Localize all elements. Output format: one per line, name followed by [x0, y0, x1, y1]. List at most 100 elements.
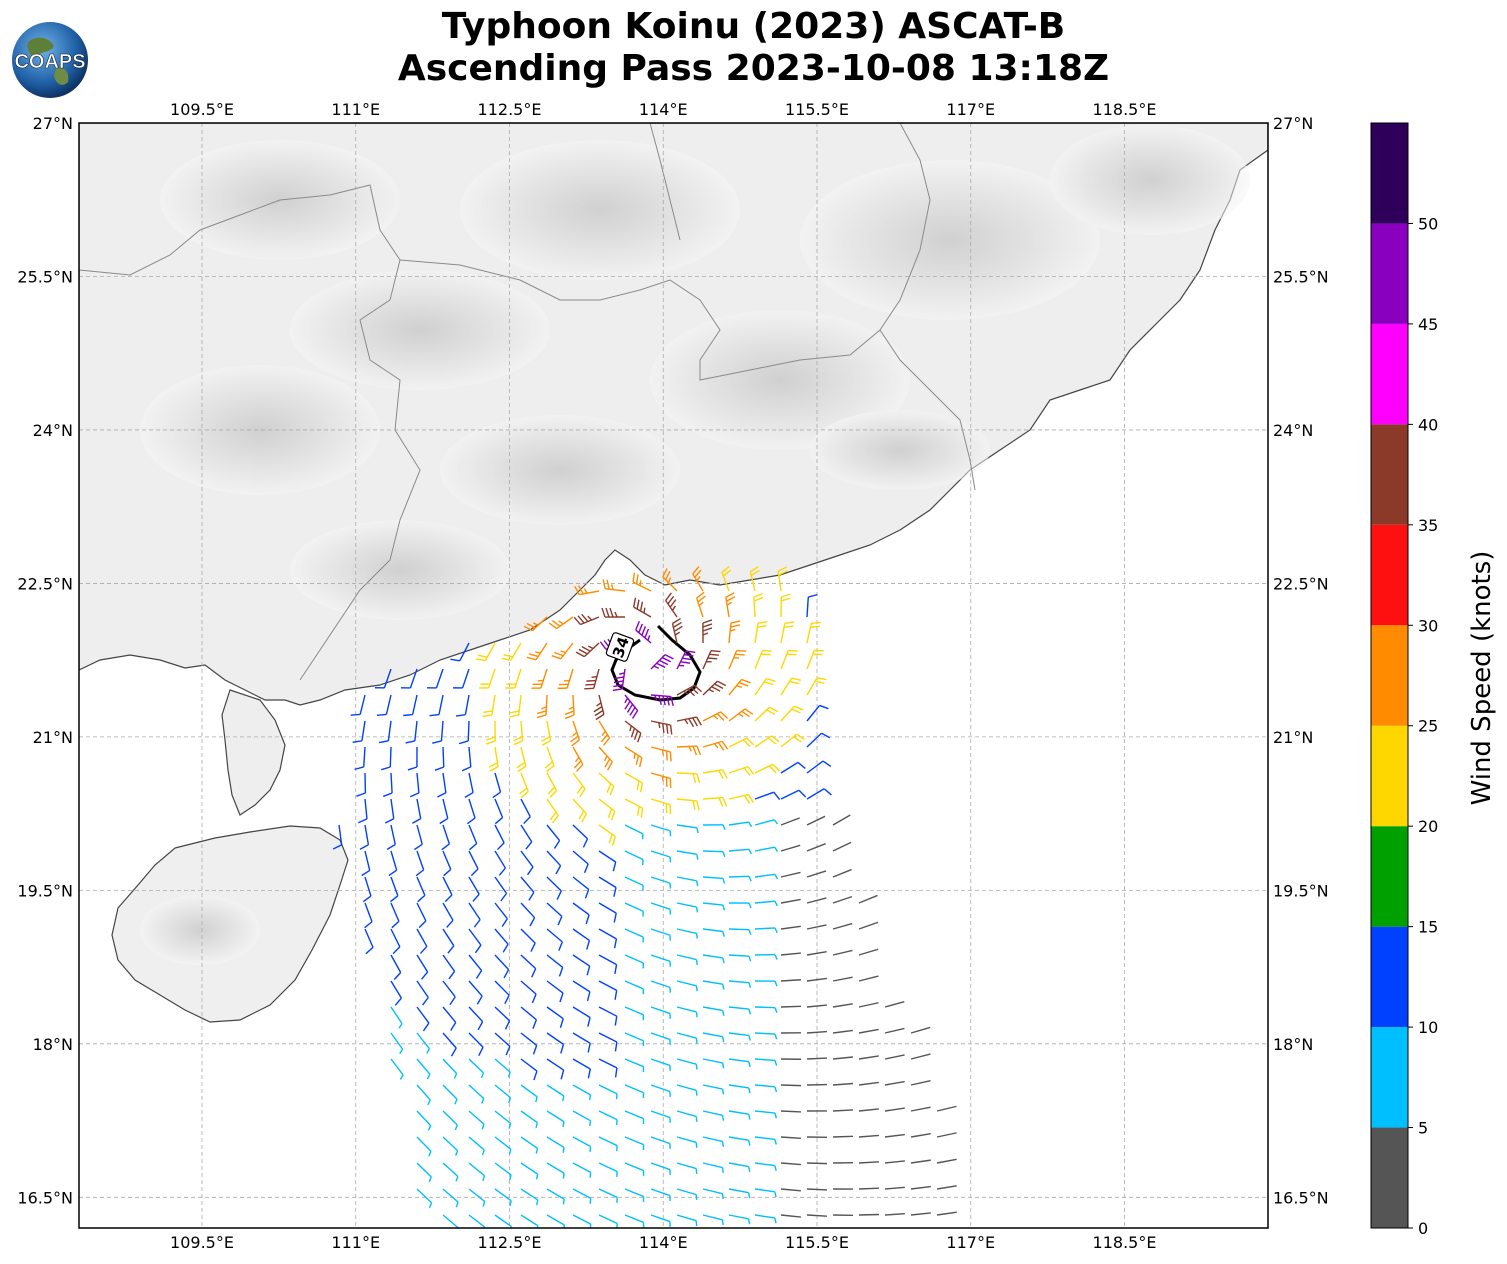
wind-barb — [806, 815, 826, 826]
wind-barb — [519, 772, 529, 799]
wind-barb — [806, 649, 824, 670]
wind-barb — [572, 1084, 592, 1101]
wind-barb — [676, 1136, 698, 1148]
wind-barb — [624, 1058, 645, 1073]
wind-barb — [780, 979, 802, 982]
wind-barb — [806, 977, 827, 982]
wind-barb — [390, 1032, 404, 1055]
wind-barb — [754, 900, 778, 907]
wind-barb — [416, 980, 429, 1006]
wind-barb — [676, 772, 701, 784]
wind-barb — [400, 668, 418, 689]
wind-barb — [728, 875, 752, 882]
wind-barb — [520, 1214, 539, 1228]
wind-barb — [442, 1162, 459, 1182]
wind-barb — [728, 1110, 751, 1120]
wind-barb — [572, 1136, 592, 1152]
wind-barb — [624, 1084, 645, 1099]
wind-barb — [780, 705, 804, 722]
province-borders — [79, 123, 976, 681]
wind-barb — [546, 902, 563, 926]
wind-barb — [520, 1162, 539, 1180]
wind-barb — [356, 772, 367, 797]
wind-barb — [557, 668, 574, 690]
wind-barb — [388, 850, 398, 877]
wind-barb — [806, 760, 832, 774]
wind-barb — [650, 1084, 671, 1097]
wind-barb — [361, 850, 371, 877]
wind-barb — [780, 898, 801, 904]
lon-tick-label-top: 118.5°E — [1093, 100, 1157, 119]
wind-barb — [416, 928, 428, 954]
wind-barb — [702, 649, 721, 670]
wind-barb — [721, 565, 732, 592]
wind-barb — [806, 1162, 828, 1165]
wind-barb — [754, 677, 776, 696]
wind-barb — [624, 1214, 645, 1228]
wind-barb — [754, 1110, 778, 1119]
wind-barb — [754, 953, 778, 960]
wind-barb — [650, 798, 672, 815]
wind-barb — [442, 928, 455, 954]
wind-barb — [650, 1214, 671, 1227]
wind-barb — [386, 824, 396, 850]
wind-barb — [728, 1084, 751, 1094]
lat-tick-label-right: 18°N — [1273, 1035, 1313, 1054]
wind-barb — [468, 824, 478, 851]
wind-barb — [676, 684, 702, 697]
logo-text: COAPS — [14, 51, 85, 73]
wind-barb — [806, 788, 832, 800]
wind-barb — [754, 1084, 778, 1093]
wind-barb — [806, 732, 831, 748]
wind-barb — [494, 1084, 512, 1104]
wind-barb — [728, 1188, 751, 1199]
wind-barb — [468, 1032, 484, 1057]
wind-barb — [442, 954, 456, 980]
wind-barb — [650, 772, 672, 788]
wind-barb — [702, 680, 727, 696]
wind-barb — [464, 772, 474, 798]
wind-barb — [572, 1188, 592, 1204]
wind-barb — [546, 1110, 565, 1128]
wind-barb — [806, 924, 827, 930]
wind-barb — [442, 980, 456, 1006]
wind-barb — [378, 720, 392, 744]
lon-tick-label-top: 117°E — [946, 100, 995, 119]
wind-barb — [806, 1030, 827, 1034]
wind-barb — [593, 694, 605, 721]
wind-barb — [676, 876, 699, 887]
wind-barb — [531, 668, 548, 689]
wind-barb — [624, 694, 639, 719]
wind-barb — [936, 1211, 957, 1216]
wind-barb — [754, 791, 781, 801]
wind-barb — [442, 1006, 457, 1031]
wind-barb — [702, 876, 726, 884]
wind-barb — [858, 1187, 880, 1190]
wind-barb — [780, 733, 805, 748]
wind-barb — [702, 1214, 724, 1226]
wind-barb — [572, 1032, 591, 1053]
wind-barb — [602, 579, 626, 592]
wind-barb — [676, 1110, 698, 1122]
wind-barb — [494, 1188, 512, 1207]
wind-barb — [598, 798, 616, 821]
wind-barb — [494, 980, 510, 1004]
wind-barb — [573, 613, 600, 626]
wind-barb — [598, 1188, 618, 1203]
wind-barb — [416, 1188, 433, 1208]
wind-barb — [429, 694, 444, 717]
wind-barb — [390, 954, 402, 980]
wind-barb — [650, 902, 672, 915]
wind-barb — [364, 928, 374, 955]
wind-barb — [650, 824, 672, 837]
wind-barb — [407, 746, 418, 771]
wind-barb — [468, 1006, 484, 1031]
wind-barb — [676, 798, 700, 811]
wind-barb — [754, 846, 779, 853]
lat-tick-label-left: 22.5°N — [17, 574, 73, 593]
wind-barb — [832, 976, 853, 982]
wind-barb — [650, 1006, 671, 1019]
wind-barb — [442, 876, 453, 903]
wind-barb — [754, 706, 779, 722]
